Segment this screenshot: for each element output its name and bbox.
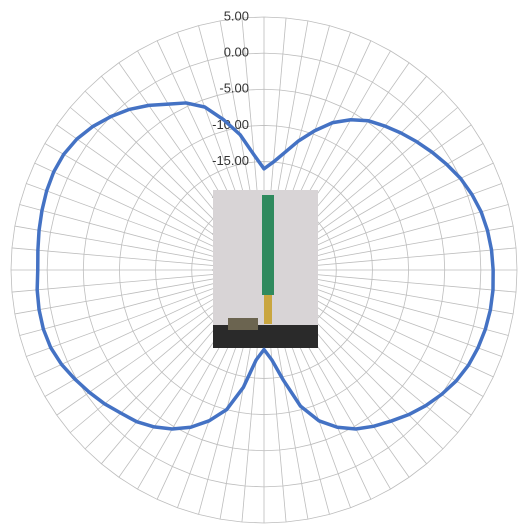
photo-pcb <box>262 195 274 295</box>
photo-connector <box>228 318 258 330</box>
grid-ring <box>119 125 409 415</box>
antenna-photo <box>213 190 318 348</box>
photo-sma <box>264 294 272 324</box>
y-tick-label: 0.00 <box>224 45 249 60</box>
y-tick-label: -5.00 <box>219 81 249 96</box>
y-tick-label: 5.00 <box>224 8 249 23</box>
grid-ring <box>46 52 482 488</box>
pattern-line <box>35 101 495 431</box>
grid-ring <box>82 88 446 452</box>
series <box>35 101 495 431</box>
photo-base <box>213 325 318 348</box>
y-tick-label: -15.00 <box>212 153 249 168</box>
grid-ring <box>155 161 373 379</box>
grid-ring <box>10 16 518 524</box>
